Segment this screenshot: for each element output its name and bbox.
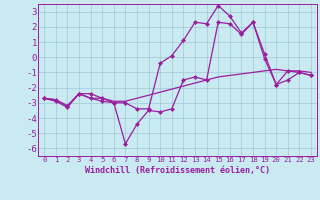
X-axis label: Windchill (Refroidissement éolien,°C): Windchill (Refroidissement éolien,°C) — [85, 166, 270, 175]
